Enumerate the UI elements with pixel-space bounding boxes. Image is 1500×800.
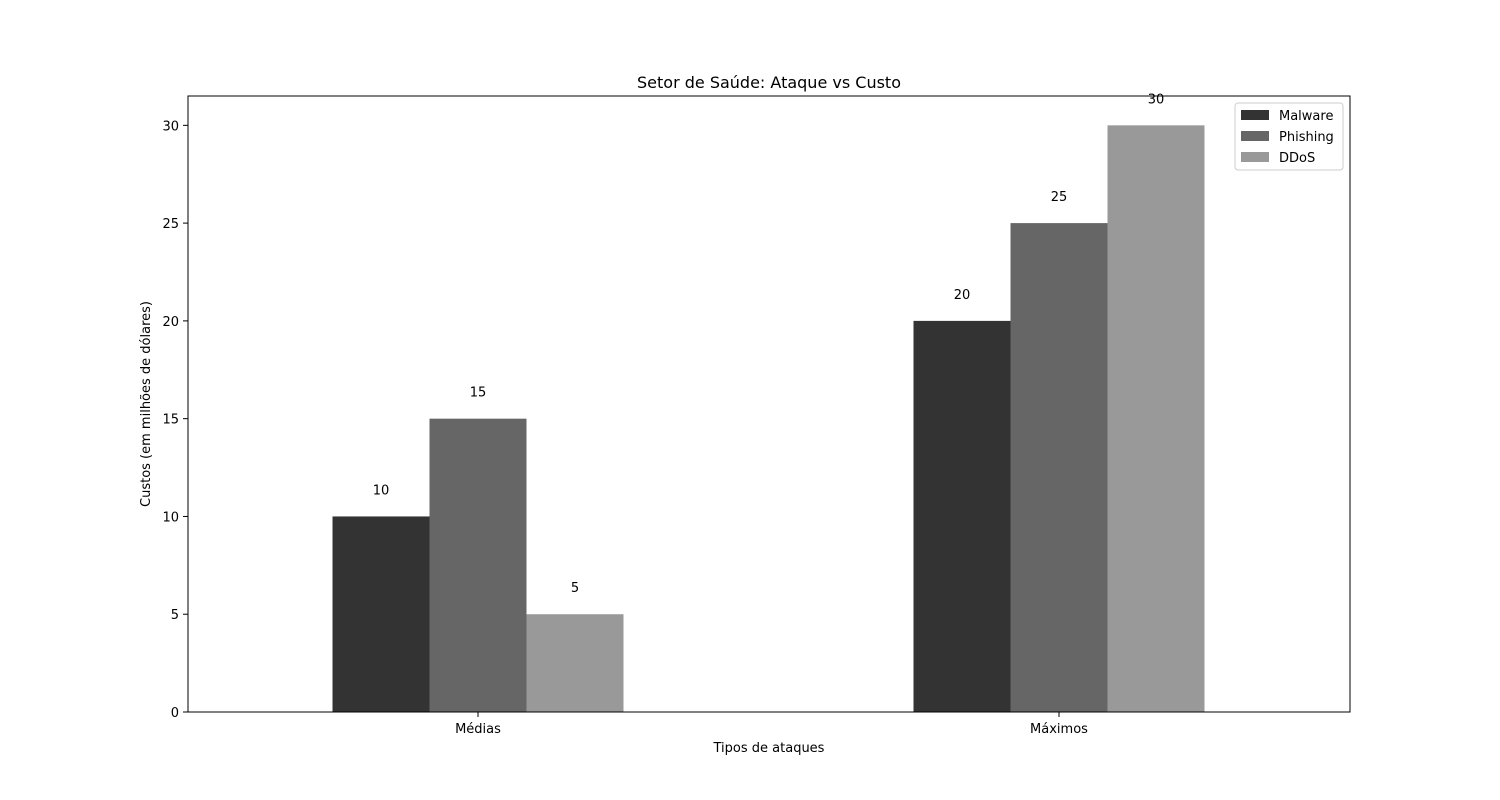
y-tick-label: 10 — [162, 510, 179, 525]
y-tick-label: 15 — [162, 413, 179, 428]
y-tick-label: 0 — [171, 706, 179, 721]
legend-label-ddos: DDoS — [1279, 151, 1315, 166]
bar-phishing-1 — [1010, 223, 1108, 712]
bar-value-label-phishing-1: 25 — [1051, 190, 1068, 205]
bar-phishing-0 — [429, 418, 527, 712]
bar-ddos-0 — [526, 614, 624, 712]
legend-label-malware: Malware — [1279, 109, 1333, 124]
bar-malware-0 — [332, 516, 430, 712]
x-axis-title: Tipos de ataques — [713, 741, 825, 756]
legend-label-phishing: Phishing — [1279, 130, 1334, 145]
legend: Malware Phishing DDoS — [1234, 102, 1344, 171]
bar-value-label-malware-0: 10 — [373, 483, 390, 498]
legend-swatch-malware — [1241, 110, 1269, 120]
bar-value-label-ddos-0: 5 — [571, 581, 579, 596]
bar-ddos-1 — [1107, 125, 1205, 713]
y-tick-label: 20 — [162, 315, 179, 330]
plot-area: 10 20 15 25 5 30 0 5 10 15 20 25 30 Médias Máximos — [162, 92, 1351, 737]
legend-swatch-phishing — [1241, 131, 1269, 141]
legend-swatch-ddos — [1241, 152, 1269, 162]
x-tick-label: Máximos — [1030, 722, 1088, 737]
bar-value-label-phishing-0: 15 — [470, 386, 487, 401]
bar-malware-1 — [913, 320, 1011, 712]
bar-value-label-ddos-1: 30 — [1148, 92, 1165, 107]
chart-title: Setor de Saúde: Ataque vs Custo — [637, 73, 901, 92]
y-tick-label: 25 — [162, 217, 179, 232]
bar-value-label-malware-1: 20 — [954, 288, 971, 303]
y-tick-label: 30 — [162, 119, 179, 134]
y-tick-label: 5 — [171, 608, 179, 623]
x-tick-label: Médias — [455, 722, 501, 737]
y-axis-title: Custos (em milhões de dólares) — [139, 301, 154, 507]
plot-frame — [187, 95, 1351, 713]
